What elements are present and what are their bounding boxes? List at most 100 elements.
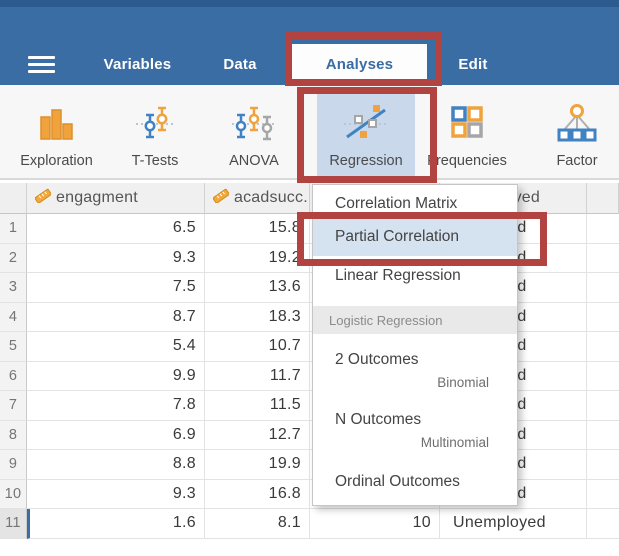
table-row: 10 9.3 16.8 Employed bbox=[0, 479, 619, 509]
column-label: engagment bbox=[56, 189, 138, 206]
cell[interactable] bbox=[587, 243, 619, 273]
ruler-icon bbox=[34, 188, 52, 208]
ribbon-button-frequencies[interactable]: Frequencies bbox=[417, 88, 517, 178]
ribbon-label-factor: Factor bbox=[556, 153, 598, 169]
row-number[interactable]: 1 bbox=[0, 214, 27, 244]
table-row: 6 9.9 11.7 Employed bbox=[0, 361, 619, 391]
cell[interactable]: 8.1 bbox=[205, 509, 310, 539]
ribbon-label-anova: ANOVA bbox=[229, 153, 279, 169]
menu-item-n-outcomes[interactable]: N Outcomes bbox=[335, 411, 422, 428]
table-row: 3 7.5 13.6 Employed bbox=[0, 273, 619, 303]
cell[interactable]: 9.3 bbox=[27, 479, 205, 509]
row-number[interactable]: 11 bbox=[0, 509, 27, 539]
cell[interactable]: 15.8 bbox=[205, 214, 310, 244]
menu-sublabel-binomial[interactable]: Binomial bbox=[437, 374, 489, 390]
column-label: acadsucc... bbox=[234, 189, 310, 206]
cell[interactable]: 11.7 bbox=[205, 361, 310, 391]
row-number[interactable]: 5 bbox=[0, 332, 27, 362]
menu-item-ordinal-outcomes[interactable]: Ordinal Outcomes bbox=[335, 473, 460, 490]
annotation-box-partial-correlation bbox=[297, 212, 547, 266]
analyses-ribbon: Exploration T-Tests bbox=[0, 85, 619, 180]
row-number[interactable]: 3 bbox=[0, 273, 27, 303]
menu-item-partial-correlation-highlighted[interactable]: Partial Correlation bbox=[313, 218, 517, 256]
cell[interactable]: 11.5 bbox=[205, 391, 310, 421]
cell[interactable] bbox=[587, 450, 619, 480]
cell[interactable]: 19.9 bbox=[205, 450, 310, 480]
cell[interactable]: Unemployed bbox=[440, 509, 587, 539]
ribbon-button-factor[interactable]: Factor bbox=[527, 88, 619, 178]
row-number[interactable]: 9 bbox=[0, 450, 27, 480]
cell[interactable]: 8.8 bbox=[27, 450, 205, 480]
menu-item-linear-regression[interactable]: Linear Regression bbox=[335, 267, 461, 284]
column-header-engagment[interactable]: engagment bbox=[27, 183, 205, 214]
menu-item-2-outcomes[interactable]: 2 Outcomes bbox=[335, 351, 419, 368]
ribbon-label-ttests: T-Tests bbox=[131, 153, 179, 169]
cell[interactable] bbox=[587, 361, 619, 391]
cell[interactable]: 5.4 bbox=[27, 332, 205, 362]
cell[interactable] bbox=[587, 273, 619, 303]
table-row: 5 5.4 10.7 Employed bbox=[0, 332, 619, 362]
row-number[interactable]: 10 bbox=[0, 479, 27, 509]
row-number[interactable]: 6 bbox=[0, 361, 27, 391]
column-header-empty bbox=[587, 183, 619, 214]
table-header-row: engagment acadsucc... bbox=[0, 183, 619, 214]
cell[interactable]: 18.3 bbox=[205, 302, 310, 332]
table-row-selected: 11 1.6 8.1 10 Unemployed bbox=[0, 509, 619, 539]
tab-edit[interactable]: Edit bbox=[458, 56, 488, 73]
cell[interactable]: 6.5 bbox=[27, 214, 205, 244]
factor-network-icon bbox=[555, 103, 599, 148]
cell[interactable]: 19.2 bbox=[205, 243, 310, 273]
annotation-box-analyses-tab bbox=[285, 32, 442, 86]
table-row: 4 8.7 18.3 Employed bbox=[0, 302, 619, 332]
cell[interactable]: 12.7 bbox=[205, 420, 310, 450]
ribbon-label-regression: Regression bbox=[329, 153, 403, 169]
cell[interactable]: 7.8 bbox=[27, 391, 205, 421]
cell[interactable]: 7.5 bbox=[27, 273, 205, 303]
corner-header-cell bbox=[0, 183, 27, 214]
cell[interactable]: 9.3 bbox=[27, 243, 205, 273]
cell[interactable] bbox=[587, 509, 619, 539]
cell[interactable]: 6.9 bbox=[27, 420, 205, 450]
anova-errorbars-icon bbox=[231, 105, 277, 148]
ribbon-button-ttests[interactable]: T-Tests bbox=[108, 88, 202, 178]
bar-chart-icon bbox=[37, 105, 77, 148]
cell[interactable] bbox=[587, 391, 619, 421]
cell-selected[interactable]: 1.6 bbox=[27, 509, 205, 539]
row-number[interactable]: 7 bbox=[0, 391, 27, 421]
regression-scatter-line-icon bbox=[342, 103, 390, 148]
frequencies-grid-icon bbox=[447, 105, 487, 148]
ribbon-label-frequencies: Frequencies bbox=[427, 153, 507, 169]
cell[interactable]: 10 bbox=[310, 509, 440, 539]
top-tab-bar: Variables Data Analyses Edit bbox=[0, 0, 619, 85]
titlebar-strip bbox=[0, 0, 619, 7]
ribbon-label-exploration: Exploration bbox=[20, 153, 93, 169]
cell[interactable]: 8.7 bbox=[27, 302, 205, 332]
row-number[interactable]: 2 bbox=[0, 243, 27, 273]
cell[interactable] bbox=[587, 214, 619, 244]
table-row: 7 7.8 11.5 Employed bbox=[0, 391, 619, 421]
cell[interactable]: 9.9 bbox=[27, 361, 205, 391]
table-row: 8 6.9 12.7 Employed bbox=[0, 420, 619, 450]
tab-variables[interactable]: Variables bbox=[103, 56, 172, 73]
column-header-acadsucc[interactable]: acadsucc... bbox=[205, 183, 310, 214]
hamburger-menu-icon[interactable] bbox=[28, 56, 55, 73]
tab-data[interactable]: Data bbox=[223, 56, 257, 73]
menu-item-correlation-matrix[interactable]: Correlation Matrix bbox=[335, 195, 458, 212]
menu-group-logistic-regression: Logistic Regression bbox=[313, 306, 517, 334]
cell[interactable]: 16.8 bbox=[205, 479, 310, 509]
ribbon-button-anova[interactable]: ANOVA bbox=[204, 88, 304, 178]
cell[interactable]: 10.7 bbox=[205, 332, 310, 362]
cell[interactable] bbox=[587, 302, 619, 332]
row-number[interactable]: 8 bbox=[0, 420, 27, 450]
cell[interactable] bbox=[587, 420, 619, 450]
ribbon-button-exploration[interactable]: Exploration bbox=[8, 88, 105, 178]
row-number[interactable]: 4 bbox=[0, 302, 27, 332]
cell[interactable] bbox=[587, 332, 619, 362]
cell[interactable] bbox=[587, 479, 619, 509]
cell[interactable]: 13.6 bbox=[205, 273, 310, 303]
menu-sublabel-multinomial[interactable]: Multinomial bbox=[420, 434, 489, 450]
tab-analyses-active[interactable]: Analyses bbox=[292, 44, 427, 85]
annotation-box-regression-button bbox=[297, 87, 437, 183]
ribbon-button-regression-selected[interactable]: Regression bbox=[317, 88, 415, 178]
